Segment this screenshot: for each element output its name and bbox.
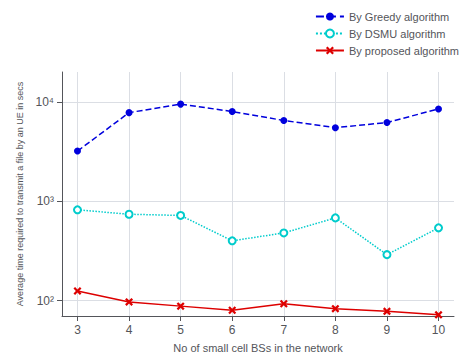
svg-text:No of small cell BSs in the ne: No of small cell BSs in the network [173, 342, 343, 354]
svg-text:10³: 10³ [37, 194, 54, 208]
svg-text:3: 3 [74, 323, 81, 337]
svg-text:By Greedy algorithm: By Greedy algorithm [349, 11, 449, 23]
svg-text:Average time required to trans: Average time required to transmit a file… [15, 81, 25, 306]
svg-text:7: 7 [280, 323, 287, 337]
svg-text:6: 6 [229, 323, 236, 337]
svg-text:4: 4 [126, 323, 133, 337]
svg-text:By proposed algorithm: By proposed algorithm [349, 45, 459, 57]
svg-text:10: 10 [432, 323, 446, 337]
svg-text:By DSMU algorithm: By DSMU algorithm [349, 28, 446, 40]
svg-text:8: 8 [332, 323, 339, 337]
svg-text:10²: 10² [37, 294, 54, 308]
svg-text:10⁴: 10⁴ [35, 95, 54, 109]
svg-text:5: 5 [177, 323, 184, 337]
svg-text:9: 9 [384, 323, 391, 337]
